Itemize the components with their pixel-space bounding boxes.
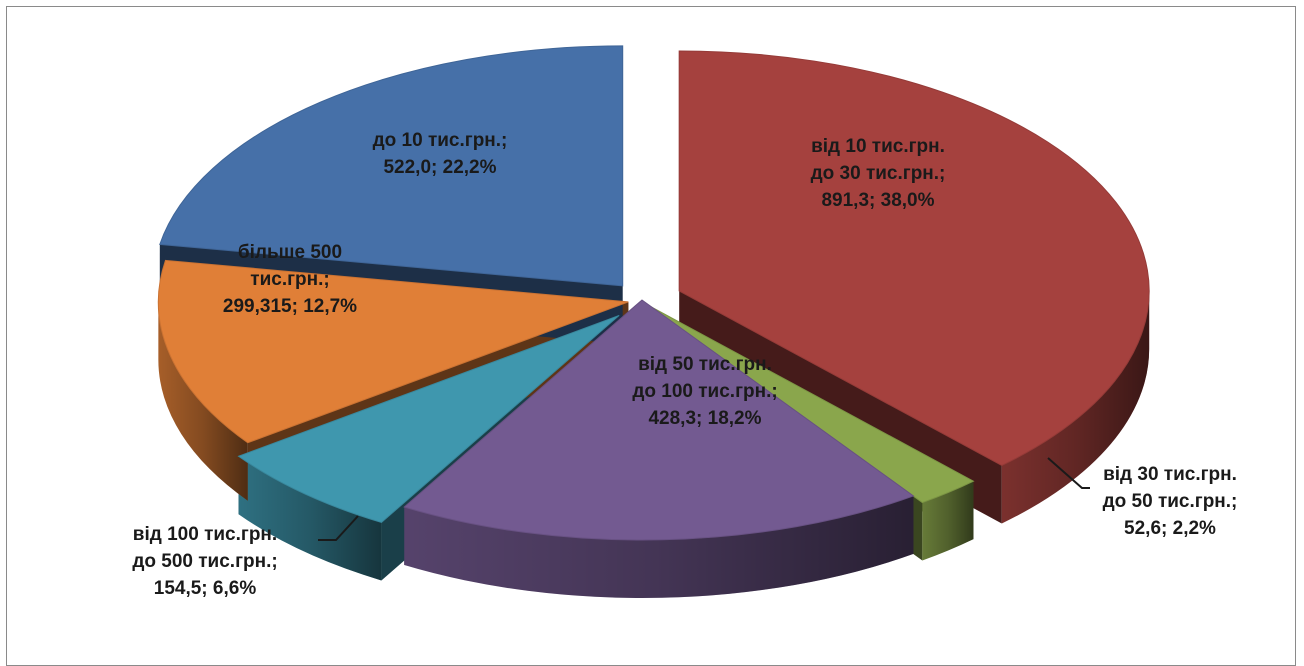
slice-side-shade (158, 301, 248, 501)
slice-label-line: 428,3; 18,2% (648, 408, 761, 429)
slice-label-line: 154,5; 6,6% (154, 578, 257, 599)
slice-label: від 100 тис.грн. до 500 тис.грн.; 154,5; 6… (132, 524, 277, 599)
slice-label-line: 52,6; 2,2% (1124, 518, 1216, 539)
slice-label-line: до 100 тис.грн.; (632, 381, 777, 402)
leader-lines (318, 457, 1090, 541)
slice-label-line: до 500 тис.грн.; (132, 551, 277, 572)
slice-side-shade (404, 495, 914, 598)
pie-slice (159, 45, 624, 287)
slice-label-line: від 30 тис.грн. (1103, 464, 1237, 485)
pie-slice (157, 259, 629, 444)
slice-label-line: більше 500 (238, 242, 342, 263)
slice-side-shade (922, 481, 974, 561)
leader-line (1047, 457, 1090, 489)
slice-label-line: тис.грн.; (250, 269, 329, 290)
leader-line (318, 515, 359, 541)
slice-label: від 50 тис.грн. до 100 тис.грн.; 428,3; 18… (632, 354, 777, 429)
pie-tops (157, 45, 1150, 541)
slice-label-line: 891,3; 38,0% (821, 190, 934, 211)
slice-label: до 10 тис.грн.; 522,0; 22,2% (373, 130, 508, 178)
pie-chart: від 10 тис.грн. до 30 тис.грн.; 891,3; 38,… (132, 45, 1237, 599)
slice-label-line: від 50 тис.грн. (638, 354, 772, 375)
slice-side-shade (238, 456, 382, 581)
slice-label-line: від 10 тис.грн. (811, 136, 945, 157)
slice-label-line: до 50 тис.грн.; (1103, 491, 1238, 512)
slice-label-line: 522,0; 22,2% (383, 157, 496, 178)
slice-label-line: 299,315; 12,7% (223, 296, 357, 317)
slice-label-line: від 100 тис.грн. (133, 524, 277, 545)
slice-labels: від 10 тис.грн. до 30 тис.грн.; 891,3; 38,… (132, 130, 1237, 599)
slice-side-shade (1001, 290, 1150, 524)
pie-slice (678, 50, 1150, 467)
pie-slice (403, 299, 915, 541)
slice-label-line: до 30 тис.грн.; (811, 163, 946, 184)
slice-label: від 30 тис.грн. до 50 тис.грн.; 52,6; 2,2% (1103, 464, 1238, 539)
slice-label: від 10 тис.грн. до 30 тис.грн.; 891,3; 38,… (811, 136, 946, 211)
pie-slice (650, 306, 975, 504)
pie-slice (237, 314, 620, 524)
slice-label: більше 500 тис.грн.; 299,315; 12,7% (223, 242, 357, 317)
slice-label-line: до 10 тис.грн.; (373, 130, 508, 151)
